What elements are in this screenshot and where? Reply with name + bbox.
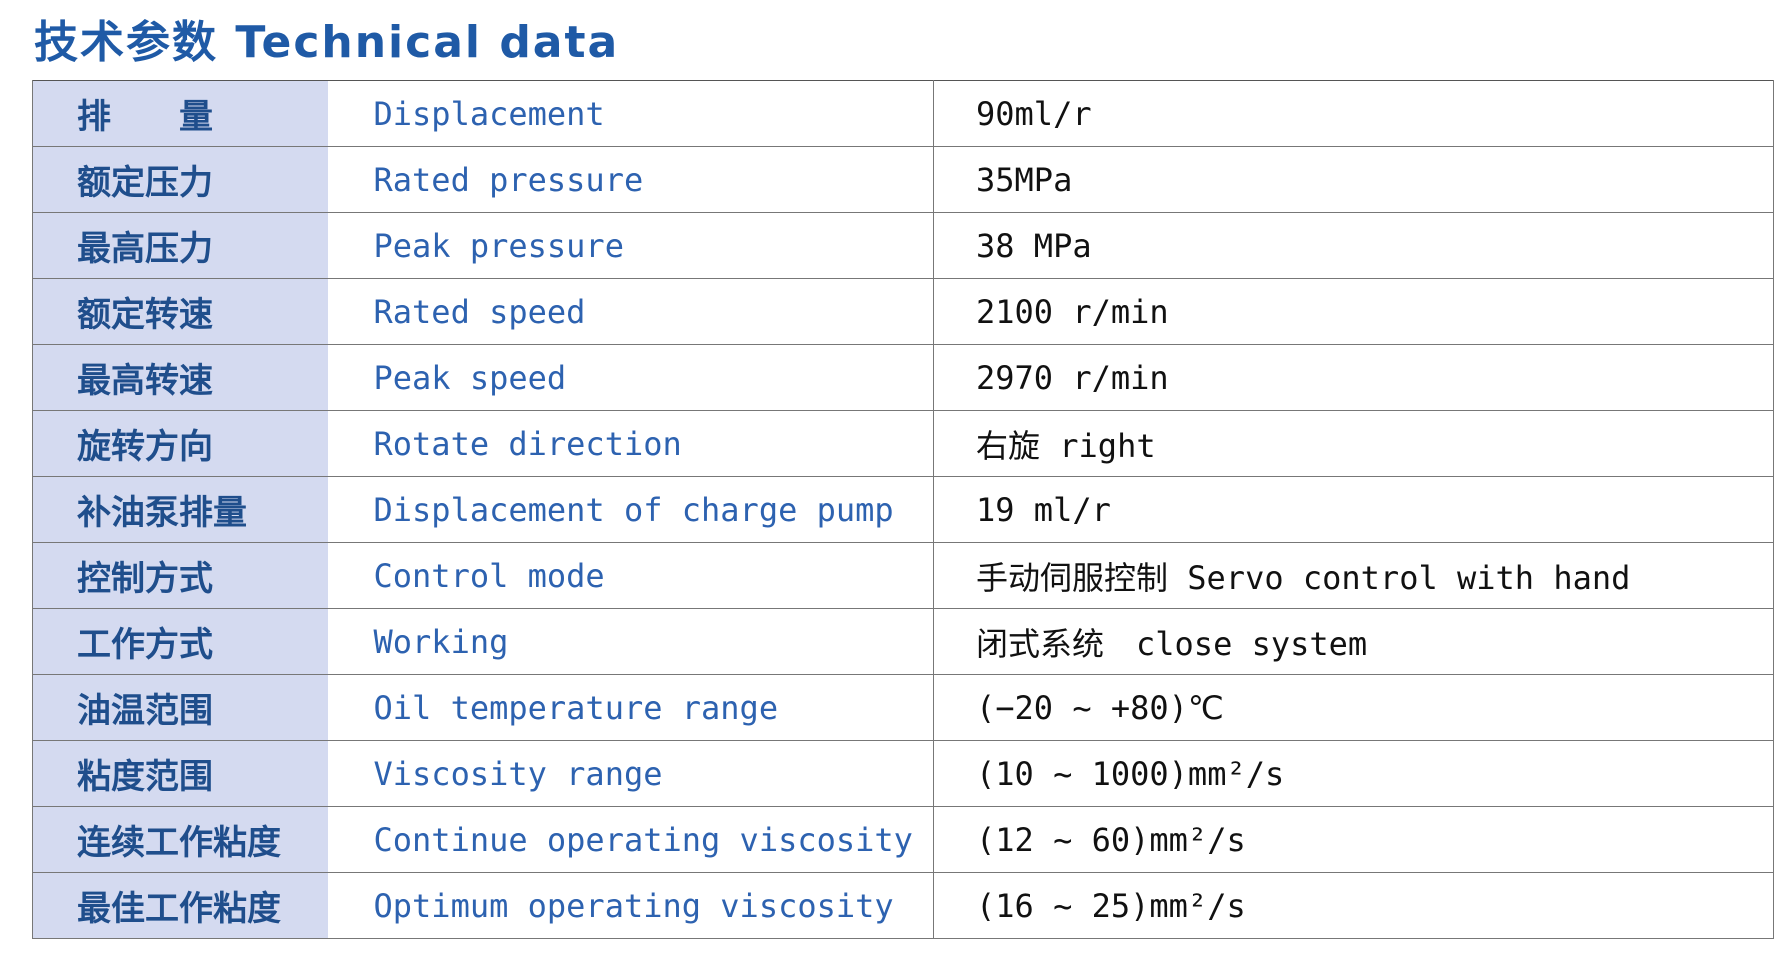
label-cn: 额定转速 <box>32 278 328 345</box>
value: 38 MPa <box>933 212 1774 279</box>
label-en: Displacement of charge pump <box>327 476 934 543</box>
spec-table: 排 量 Displacement 90ml/r 额定压力 Rated pressure 3… <box>32 80 1774 939</box>
label-en: Control mode <box>327 542 934 609</box>
row: 油温范围 Oil temperature range (−20 ~ +80)℃ <box>32 674 1774 741</box>
label-en: Optimum operating viscosity <box>327 872 934 939</box>
label-en: Working <box>327 608 934 675</box>
value: 19 ml/r <box>933 476 1774 543</box>
label-en: Rated pressure <box>327 146 934 213</box>
row: 最高转速 Peak speed 2970 r/min <box>32 344 1774 411</box>
row: 额定压力 Rated pressure 35MPa <box>32 146 1774 213</box>
value: 2970 r/min <box>933 344 1774 411</box>
value: (12 ~ 60)mm²/s <box>933 806 1774 873</box>
label-cn: 额定压力 <box>32 146 328 213</box>
title: 技术参数 Technical data <box>34 17 620 68</box>
label-cn: 最高压力 <box>32 212 328 279</box>
label-cn: 旋转方向 <box>32 410 328 477</box>
label-cn: 排 量 <box>32 80 328 147</box>
label-en: Rotate direction <box>327 410 934 477</box>
label-en: Displacement <box>327 80 934 147</box>
label-cn: 控制方式 <box>32 542 328 609</box>
label-cn: 补油泵排量 <box>32 476 328 543</box>
row: 补油泵排量 Displacement of charge pump 19 ml/r <box>32 476 1774 543</box>
label-en: Viscosity range <box>327 740 934 807</box>
row: 旋转方向 Rotate direction 右旋 right <box>32 410 1774 477</box>
row: 额定转速 Rated speed 2100 r/min <box>32 278 1774 345</box>
label-en: Continue operating viscosity <box>327 806 934 873</box>
row: 排 量 Displacement 90ml/r <box>32 80 1774 147</box>
label-en: Peak pressure <box>327 212 934 279</box>
value: (16 ~ 25)mm²/s <box>933 872 1774 939</box>
label-en: Oil temperature range <box>327 674 934 741</box>
label-cn: 粘度范围 <box>32 740 328 807</box>
label-en: Rated speed <box>327 278 934 345</box>
label-cn: 最高转速 <box>32 344 328 411</box>
value: 手动伺服控制 Servo control with hand <box>933 542 1774 609</box>
row: 控制方式 Control mode 手动伺服控制 Servo control wit… <box>32 542 1774 609</box>
value: 90ml/r <box>933 80 1774 147</box>
label-cn: 连续工作粘度 <box>32 806 328 873</box>
value: 闭式系统 close system <box>933 608 1774 675</box>
row: 粘度范围 Viscosity range (10 ~ 1000)mm²/s <box>32 740 1774 807</box>
value: (10 ~ 1000)mm²/s <box>933 740 1774 807</box>
value: 右旋 right <box>933 410 1774 477</box>
row: 连续工作粘度 Continue operating viscosity (12 ~ … <box>32 806 1774 873</box>
value: 2100 r/min <box>933 278 1774 345</box>
row: 最佳工作粘度 Optimum operating viscosity (16 ~ 2… <box>32 872 1774 939</box>
value: (−20 ~ +80)℃ <box>933 674 1774 741</box>
row: 工作方式 Working 闭式系统 close system <box>32 608 1774 675</box>
label-en: Peak speed <box>327 344 934 411</box>
value: 35MPa <box>933 146 1774 213</box>
label-cn: 工作方式 <box>32 608 328 675</box>
label-cn: 油温范围 <box>32 674 328 741</box>
row: 最高压力 Peak pressure 38 MPa <box>32 212 1774 279</box>
label-cn: 最佳工作粘度 <box>32 872 328 939</box>
